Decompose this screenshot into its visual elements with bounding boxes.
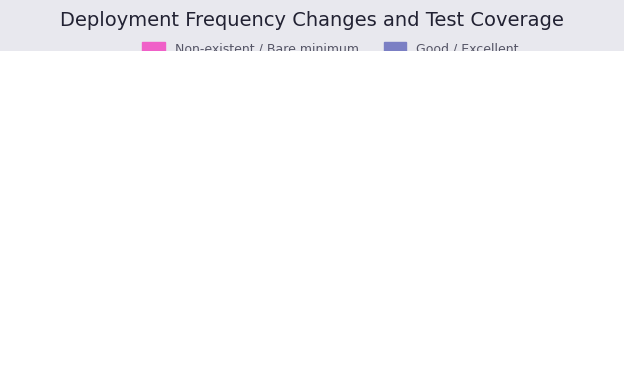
Bar [225,243,261,321]
Text: 1%: 1% [90,311,110,324]
Text: 9%: 9% [196,280,216,292]
Text: 15%: 15% [298,256,326,269]
Bar [543,282,580,321]
Bar [400,258,437,321]
Text: 2%: 2% [127,307,147,320]
Bar [506,298,543,321]
Bar [331,149,368,321]
Bar [437,125,474,321]
Text: 5%: 5% [552,295,572,308]
Text: 22%: 22% [335,228,363,242]
Text: 3%: 3% [515,303,535,316]
Legend: Non-existent / Bare minimum, Good / Excellent: Non-existent / Bare minimum, Good / Exce… [136,35,525,61]
Bar [187,251,225,321]
Text: 8%: 8% [408,283,428,296]
Text: 10%: 10% [229,276,257,288]
Bar [119,306,155,321]
Bar [293,204,331,321]
Text: 25%: 25% [441,217,470,230]
Bar [81,314,119,321]
Text: Deployment Frequency Changes and Test Coverage: Deployment Frequency Changes and Test Co… [60,11,564,30]
